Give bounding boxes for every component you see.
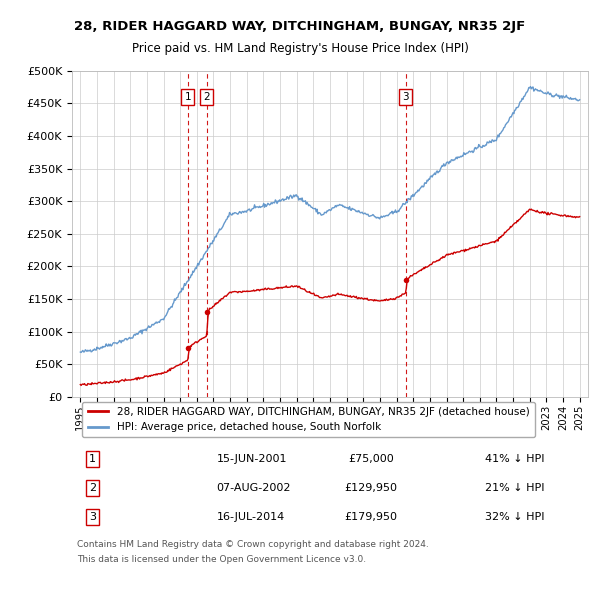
- Text: 2: 2: [203, 92, 210, 102]
- Text: £75,000: £75,000: [349, 454, 394, 464]
- Text: This data is licensed under the Open Government Licence v3.0.: This data is licensed under the Open Gov…: [77, 555, 366, 564]
- Text: 15-JUN-2001: 15-JUN-2001: [217, 454, 287, 464]
- Text: 41% ↓ HPI: 41% ↓ HPI: [485, 454, 544, 464]
- Text: 3: 3: [89, 512, 96, 522]
- Text: 1: 1: [89, 454, 96, 464]
- Text: £129,950: £129,950: [345, 483, 398, 493]
- Text: 2: 2: [89, 483, 96, 493]
- Text: £179,950: £179,950: [345, 512, 398, 522]
- Text: 32% ↓ HPI: 32% ↓ HPI: [485, 512, 544, 522]
- Text: Contains HM Land Registry data © Crown copyright and database right 2024.: Contains HM Land Registry data © Crown c…: [77, 540, 429, 549]
- Text: 3: 3: [402, 92, 409, 102]
- Text: 28, RIDER HAGGARD WAY, DITCHINGHAM, BUNGAY, NR35 2JF: 28, RIDER HAGGARD WAY, DITCHINGHAM, BUNG…: [74, 20, 526, 33]
- Text: Price paid vs. HM Land Registry's House Price Index (HPI): Price paid vs. HM Land Registry's House …: [131, 42, 469, 55]
- Text: 07-AUG-2002: 07-AUG-2002: [217, 483, 291, 493]
- Text: 21% ↓ HPI: 21% ↓ HPI: [485, 483, 544, 493]
- Legend: 28, RIDER HAGGARD WAY, DITCHINGHAM, BUNGAY, NR35 2JF (detached house), HPI: Aver: 28, RIDER HAGGARD WAY, DITCHINGHAM, BUNG…: [82, 402, 535, 438]
- Text: 1: 1: [184, 92, 191, 102]
- Text: 16-JUL-2014: 16-JUL-2014: [217, 512, 285, 522]
